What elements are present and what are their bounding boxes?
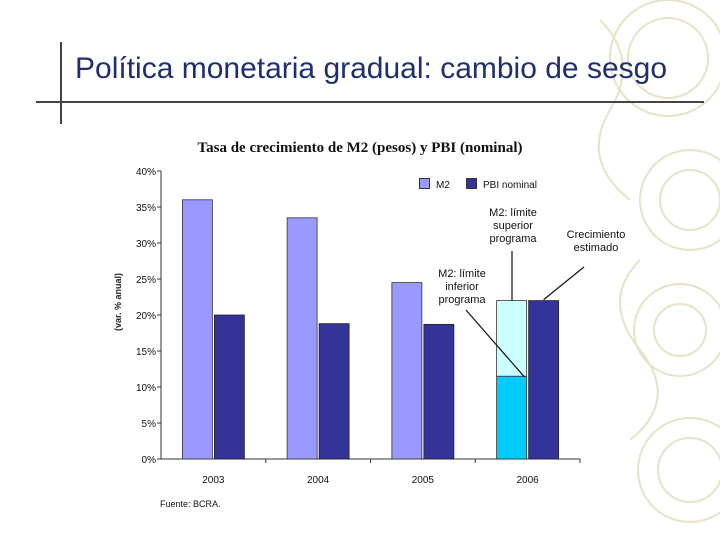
bar-m2-2005 bbox=[391, 282, 423, 460]
arrow-estimated-growth bbox=[543, 266, 585, 301]
y-tick-label: 30% bbox=[136, 239, 156, 250]
bar-pbi-2006 bbox=[528, 300, 560, 460]
y-tick-label: 35% bbox=[136, 203, 156, 214]
y-tick-label: 20% bbox=[136, 311, 156, 322]
y-tick-label: 15% bbox=[136, 347, 156, 358]
x-tick-label: 2005 bbox=[412, 475, 435, 486]
x-tick-label: 2004 bbox=[307, 475, 330, 486]
y-tick-label: 25% bbox=[136, 275, 156, 286]
legend-item-pbi: PBI nominal bbox=[466, 178, 537, 191]
bar-m2-upper-limit-2006 bbox=[496, 300, 528, 377]
title-underline bbox=[36, 101, 704, 103]
y-tick-label: 0% bbox=[142, 455, 157, 466]
legend-swatch-pbi bbox=[466, 178, 477, 189]
title-vertical-rule bbox=[60, 42, 62, 124]
annotation-lower-limit: M2: límite inferior programa bbox=[438, 268, 486, 306]
annotation-upper-limit: M2: límite superior programa bbox=[489, 207, 537, 245]
legend-swatch-m2 bbox=[419, 178, 430, 189]
x-tick-label: 2006 bbox=[517, 475, 540, 486]
source-note: Fuente: BCRA. bbox=[160, 499, 221, 509]
legend-item-m2: M2 bbox=[419, 178, 450, 191]
arrow-lower-limit bbox=[465, 309, 526, 378]
legend-label-m2: M2 bbox=[436, 180, 450, 191]
bar-pbi-2003 bbox=[213, 314, 245, 460]
bar-m2-2003 bbox=[181, 199, 213, 460]
y-tick-label: 5% bbox=[142, 419, 157, 430]
x-tick-label: 2003 bbox=[202, 475, 225, 486]
chart-title: Tasa de crecimiento de M2 (pesos) y PBI … bbox=[197, 140, 523, 156]
slide-title: Política monetaria gradual: cambio de se… bbox=[75, 52, 668, 85]
y-tick-label: 40% bbox=[136, 167, 156, 178]
legend-label-pbi: PBI nominal bbox=[483, 180, 537, 191]
bar-pbi-2004 bbox=[318, 323, 350, 460]
y-axis-label: (var. % anual) bbox=[113, 272, 123, 332]
annotation-estimated-growth: Crecimiento estimado bbox=[566, 229, 626, 254]
bar-m2-lower-limit-2006 bbox=[496, 375, 528, 460]
bar-m2-2004 bbox=[286, 217, 318, 460]
bar-pbi-2005 bbox=[423, 323, 455, 460]
y-tick-label: 10% bbox=[136, 383, 156, 394]
